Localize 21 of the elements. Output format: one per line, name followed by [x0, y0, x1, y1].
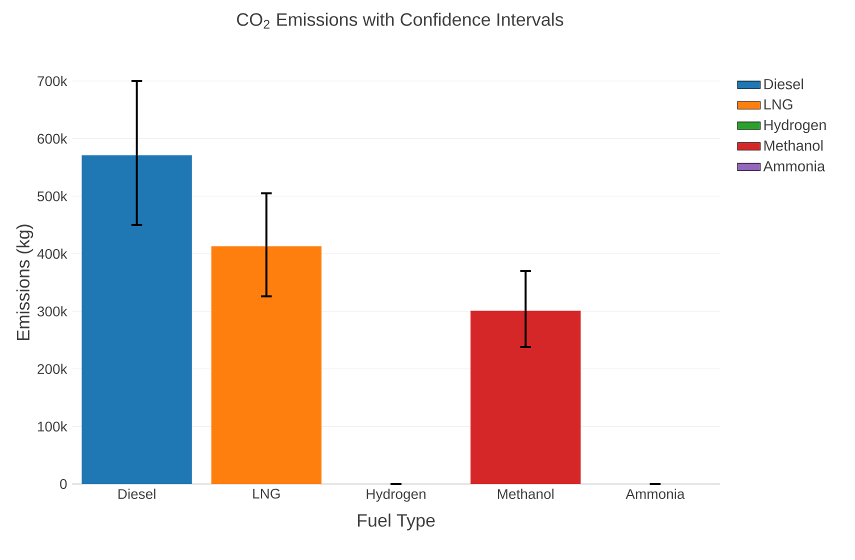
x-tick-label: Hydrogen	[366, 488, 426, 502]
legend-label: LNG	[764, 99, 792, 110]
y-tick-label: 100k	[38, 421, 68, 432]
legend-label: Ammonia	[763, 160, 826, 172]
x-tick-label: LNG	[253, 488, 280, 499]
legend-label: Methanol	[764, 140, 823, 151]
chart-title: CO$_{2}$ Emissions with Confidence Intervals	[237, 12, 564, 29]
x-tick-label: Diesel	[118, 488, 156, 499]
y-tick-label: 300k	[37, 306, 68, 316]
y-tick-label: 700k	[38, 76, 68, 86]
x-tick-label: Ammonia	[626, 488, 685, 499]
y-tick-label: 600k	[38, 133, 68, 144]
x-tick-label: Methanol	[498, 488, 554, 499]
x-axis-title: Fuel Type	[358, 514, 435, 530]
y-tick-label: 500k	[37, 191, 68, 202]
y-axis-title: Emissions (kg)	[16, 224, 34, 340]
y-tick-label: 0	[60, 479, 67, 489]
legend-label: Hydrogen	[764, 119, 826, 134]
y-tick-label: 400k	[37, 248, 68, 259]
legend-label: Diesel	[764, 78, 803, 90]
y-tick-label: 200k	[38, 364, 68, 374]
